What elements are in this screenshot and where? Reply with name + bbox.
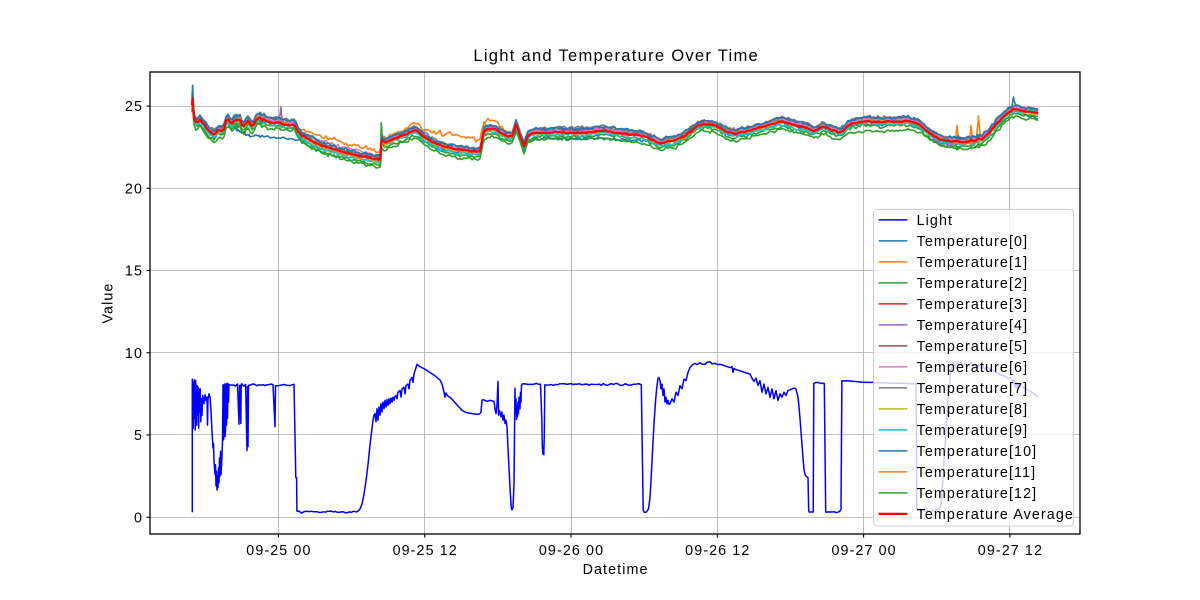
svg-text:5: 5 bbox=[134, 428, 143, 444]
svg-text:Temperature[7]: Temperature[7] bbox=[917, 381, 1029, 397]
svg-text:09-25 00: 09-25 00 bbox=[246, 543, 311, 559]
svg-text:Temperature[10]: Temperature[10] bbox=[917, 444, 1038, 460]
svg-text:10: 10 bbox=[125, 346, 143, 362]
svg-text:09-27 00: 09-27 00 bbox=[831, 543, 896, 559]
svg-text:Temperature[0]: Temperature[0] bbox=[917, 234, 1029, 250]
svg-text:Temperature[3]: Temperature[3] bbox=[917, 297, 1029, 313]
svg-text:0: 0 bbox=[134, 510, 143, 526]
svg-text:09-27 12: 09-27 12 bbox=[978, 543, 1043, 559]
svg-text:20: 20 bbox=[125, 181, 143, 197]
svg-text:Temperature[8]: Temperature[8] bbox=[917, 402, 1029, 418]
svg-text:Light and Temperature Over Tim: Light and Temperature Over Time bbox=[473, 46, 759, 65]
svg-text:09-25 12: 09-25 12 bbox=[393, 543, 458, 559]
svg-text:Temperature[6]: Temperature[6] bbox=[917, 360, 1029, 376]
svg-text:Temperature[9]: Temperature[9] bbox=[917, 423, 1029, 439]
svg-text:Temperature[2]: Temperature[2] bbox=[917, 276, 1029, 292]
svg-text:Temperature[11]: Temperature[11] bbox=[917, 465, 1037, 481]
svg-text:Temperature[5]: Temperature[5] bbox=[917, 339, 1029, 355]
svg-text:Light: Light bbox=[917, 213, 954, 229]
svg-text:Temperature[12]: Temperature[12] bbox=[917, 486, 1038, 502]
svg-text:Temperature[1]: Temperature[1] bbox=[917, 255, 1029, 271]
svg-text:09-26 00: 09-26 00 bbox=[539, 543, 604, 559]
svg-text:Temperature[4]: Temperature[4] bbox=[917, 318, 1029, 334]
svg-text:Temperature Average: Temperature Average bbox=[917, 507, 1074, 523]
svg-text:Datetime: Datetime bbox=[583, 562, 649, 578]
svg-text:25: 25 bbox=[125, 99, 143, 115]
svg-text:Value: Value bbox=[100, 282, 116, 323]
svg-text:09-26 12: 09-26 12 bbox=[685, 543, 750, 559]
svg-text:15: 15 bbox=[125, 264, 143, 280]
